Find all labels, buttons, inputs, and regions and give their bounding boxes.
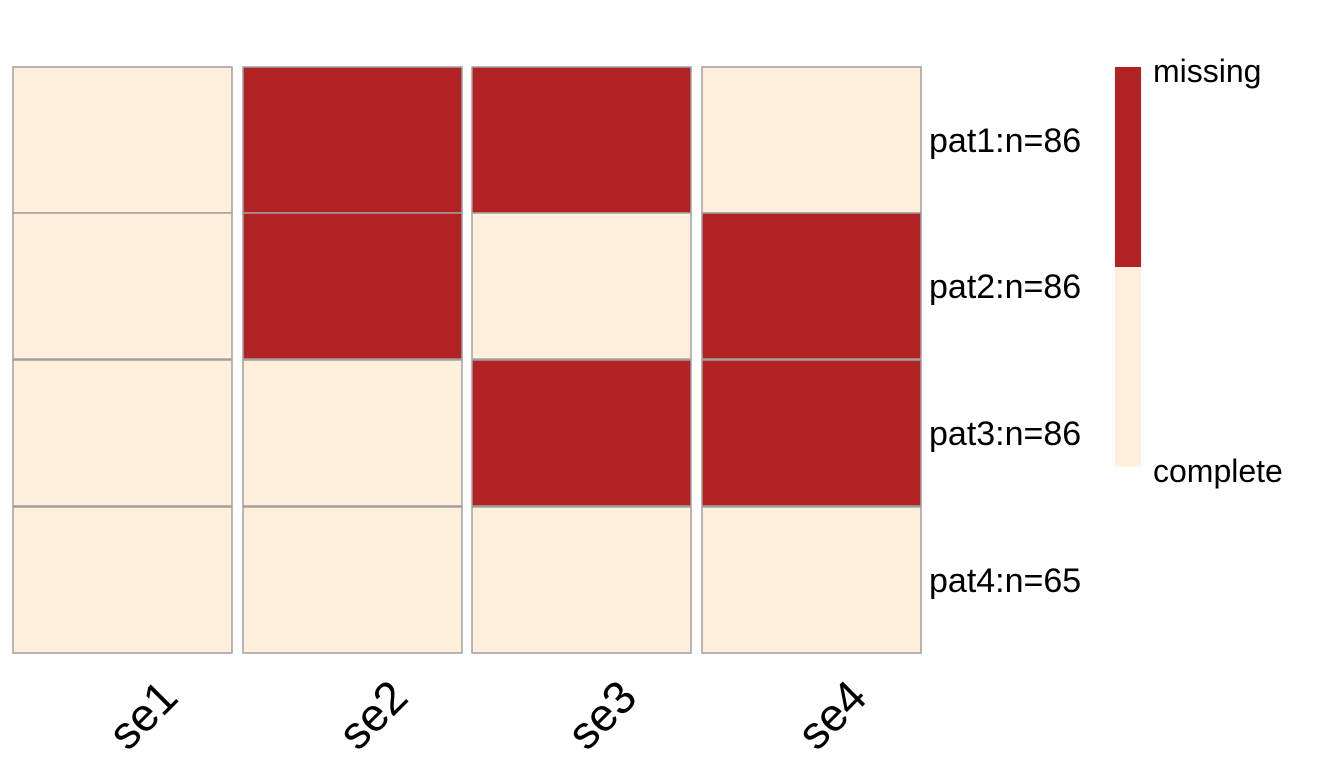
legend-label-complete: complete: [1153, 453, 1283, 489]
heatmap-cell-1-4: [701, 66, 922, 214]
legend: missing complete: [1115, 53, 1283, 489]
heatmap-cells: [12, 66, 922, 654]
column-label-3: se3: [557, 670, 646, 759]
heatmap-cell-3-2: [242, 359, 463, 507]
heatmap-cell-4-3: [471, 506, 692, 654]
row-label-2: pat2:n=86: [929, 268, 1081, 306]
column-label-4: se4: [787, 670, 876, 759]
row-label-4: pat4:n=65: [929, 562, 1081, 600]
heatmap-cell-4-1: [12, 506, 233, 654]
heatmap-cell-2-2: [242, 212, 463, 360]
column-labels: se1 se2 se3 se4: [98, 670, 876, 759]
heatmap-cell-2-1: [12, 212, 233, 360]
legend-swatch-complete: [1115, 267, 1141, 467]
heatmap-cell-1-1: [12, 66, 233, 214]
heatmap-cell-4-4: [701, 506, 922, 654]
heatmap-cell-2-4: [701, 212, 922, 360]
row-labels: pat1:n=86 pat2:n=86 pat3:n=86 pat4:n=65: [929, 122, 1081, 600]
column-label-1: se1: [98, 670, 187, 759]
column-label-2: se2: [328, 670, 417, 759]
row-label-3: pat3:n=86: [929, 415, 1081, 453]
row-label-1: pat1:n=86: [929, 122, 1081, 160]
legend-swatch-missing: [1115, 67, 1141, 267]
heatmap-cell-3-1: [12, 359, 233, 507]
heatmap-cell-4-2: [242, 506, 463, 654]
heatmap-cell-1-2: [242, 66, 463, 214]
heatmap-cell-3-3: [471, 359, 692, 507]
heatmap-cell-3-4: [701, 359, 922, 507]
heatmap-cell-1-3: [471, 66, 692, 214]
heatmap-cell-2-3: [471, 212, 692, 360]
legend-label-missing: missing: [1153, 53, 1261, 89]
